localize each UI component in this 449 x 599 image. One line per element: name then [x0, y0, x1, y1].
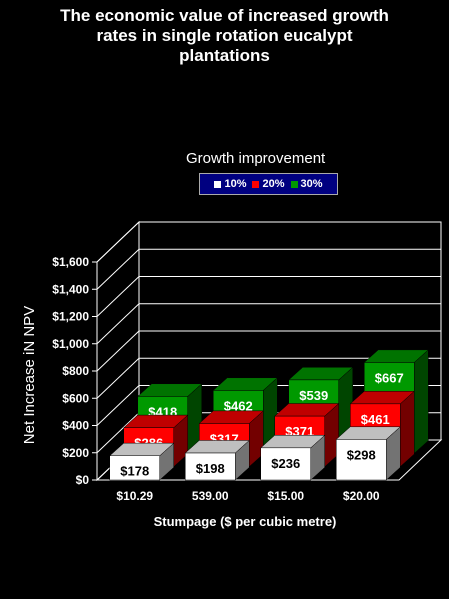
data-label: $298	[347, 447, 376, 462]
bar-front	[109, 455, 160, 481]
y-tick-label: $0	[76, 473, 90, 487]
x-tick-label: $20.00	[343, 489, 380, 503]
bar-10pct-0: $178	[109, 442, 175, 481]
y-axis-title: Net Increase iN NPV	[21, 306, 38, 444]
legend-swatch	[290, 180, 298, 188]
bar-10pct-2: $236	[260, 434, 326, 481]
bar-front	[260, 447, 311, 481]
bar-front	[185, 452, 236, 481]
x-tick-label: $10.29	[116, 489, 153, 503]
y-tick-label: $1,400	[52, 282, 89, 296]
x-tick-label: $15.00	[267, 489, 304, 503]
legend-item-1: 20%	[252, 178, 285, 190]
y-tick-label: $1,000	[52, 337, 89, 351]
bar-side	[400, 390, 415, 468]
legend-label: 10%	[224, 178, 247, 190]
data-label: $198	[196, 461, 225, 476]
data-label: $667	[375, 370, 404, 385]
y-tick-label: $1,200	[52, 310, 89, 324]
y-tick-label: $1,600	[52, 255, 89, 269]
y-tick-label: $600	[62, 391, 89, 405]
chart-title: The economic value of increased growth r…	[60, 6, 389, 65]
x-axis-title: Stumpage ($ per cubic metre)	[154, 514, 337, 529]
gridline	[96, 248, 441, 290]
legend-swatch	[214, 180, 222, 188]
legend-item-0: 10%	[214, 178, 246, 190]
legend-title: Growth improvement	[186, 150, 326, 167]
y-tick-label: $200	[62, 446, 89, 460]
gridline	[96, 357, 441, 399]
gridline	[96, 330, 441, 372]
gridline	[96, 303, 441, 345]
legend-label: 20%	[262, 178, 285, 190]
data-label: $461	[361, 412, 390, 427]
bar-10pct-1: $198	[184, 439, 250, 481]
data-label: $539	[299, 388, 328, 403]
data-label: $236	[271, 456, 300, 471]
bar-front	[336, 439, 387, 481]
y-tick-label: $800	[62, 364, 89, 378]
x-tick-label: 539.00	[192, 489, 229, 503]
legend-item-2: 30%	[290, 178, 323, 190]
gridline	[96, 221, 441, 263]
bar-10pct-3: $298	[335, 426, 401, 481]
legend-swatch	[252, 180, 260, 188]
bar-side	[414, 349, 429, 454]
data-label: $178	[120, 464, 149, 479]
gridline	[96, 276, 441, 317]
y-tick-label: $400	[62, 419, 89, 433]
data-label: $462	[224, 398, 253, 413]
legend-label: 30%	[300, 178, 323, 190]
legend: 10% 20% 30%	[199, 173, 338, 195]
